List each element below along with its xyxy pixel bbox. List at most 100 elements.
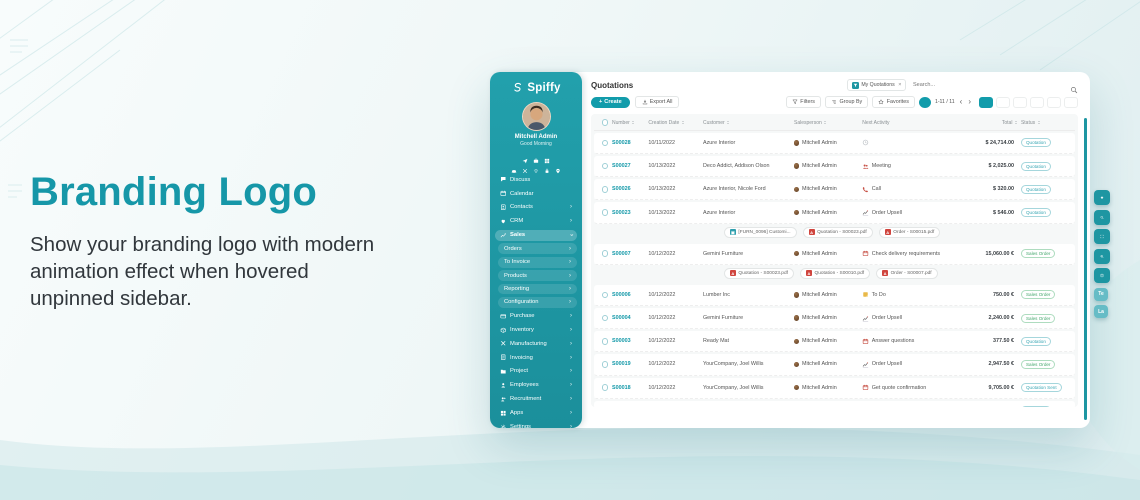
remove-filter-icon[interactable]: ×	[898, 82, 902, 88]
table-row[interactable]: S00007 10/12/2022 Gemini Furniture Mitchell…	[594, 243, 1075, 265]
attachment-chip[interactable]: ▣ [FURN_0096] Customi...	[723, 226, 797, 238]
side-tool-grid-button[interactable]	[1094, 268, 1110, 283]
table-row[interactable]: S00019 10/12/2022 YourCompany, Joel Willis…	[594, 354, 1075, 376]
cell-number[interactable]: S00004	[612, 315, 631, 322]
cell-next-activity[interactable]: Order Upsell	[862, 361, 958, 368]
side-tool-expand-button[interactable]	[1094, 229, 1110, 244]
cell-next-activity[interactable]: Meeting	[862, 163, 958, 170]
cell-number[interactable]: S00007	[612, 250, 631, 257]
vertical-scrollbar[interactable]	[1084, 118, 1087, 420]
briefcase-icon[interactable]	[533, 151, 539, 163]
vehicle-icon[interactable]	[511, 161, 517, 174]
cell-next-activity[interactable]: Call	[862, 186, 958, 193]
column-header-customer[interactable]: Customer	[703, 120, 794, 126]
row-checkbox[interactable]	[598, 314, 612, 322]
cell-number[interactable]: S00019	[612, 361, 631, 368]
next-page-button[interactable]: ›	[968, 97, 971, 107]
sidebar-item-discuss[interactable]: Discuss	[495, 174, 577, 185]
active-filter-chip[interactable]: My Quotations ×	[847, 79, 906, 91]
apps-icon[interactable]	[544, 151, 550, 164]
avatar[interactable]	[521, 102, 551, 131]
sidebar-item-orders[interactable]: Orders ›	[498, 243, 577, 255]
refresh-button[interactable]	[918, 96, 931, 108]
sidebar-item-apps[interactable]: Apps ›	[495, 407, 577, 418]
sidebar-item-crm[interactable]: CRM ›	[495, 216, 577, 227]
sidebar-item-employees[interactable]: Employees ›	[495, 380, 577, 391]
sidebar-item-sales[interactable]: Sales ›	[495, 229, 577, 241]
table-row[interactable]: S00004 10/12/2022 Gemini Furniture Mitchell…	[594, 308, 1075, 330]
sidebar-item-calendar[interactable]: Calendar	[495, 188, 577, 199]
attachment-chip[interactable]: A Order - S00015.pdf	[878, 226, 941, 238]
view-graph-button[interactable]	[1047, 96, 1061, 108]
sidebar-item-reporting[interactable]: Reporting ›	[498, 283, 577, 295]
column-header-number[interactable]: Number	[612, 120, 648, 126]
row-checkbox[interactable]	[598, 162, 612, 170]
row-checkbox[interactable]	[598, 384, 612, 391]
side-tool-zoom-in-button[interactable]	[1094, 248, 1110, 264]
sidebar-item-project[interactable]: Project ›	[495, 366, 577, 377]
cell-number[interactable]: S00027	[612, 163, 631, 170]
sidebar-item-contacts[interactable]: Contacts ›	[495, 202, 577, 213]
view-activity-button[interactable]	[1064, 96, 1078, 108]
cell-next-activity[interactable]: To Do	[862, 291, 958, 298]
create-button[interactable]: + Create	[591, 96, 630, 108]
view-list-button[interactable]	[979, 96, 993, 108]
column-header-next-activity[interactable]: Next Activity	[862, 120, 958, 126]
row-checkbox[interactable]	[598, 209, 612, 216]
attachment-chip[interactable]: A Quotation - S00023.pdf	[802, 226, 873, 238]
filters-button[interactable]: Filters	[785, 96, 821, 109]
attachment-chip[interactable]: A Quotation - S00023.pdf	[723, 267, 794, 279]
side-tool-search-button[interactable]	[1094, 209, 1110, 225]
cell-next-activity[interactable]	[862, 139, 958, 146]
cell-number[interactable]: S00006	[612, 291, 631, 298]
column-header-status[interactable]: Status	[1017, 120, 1071, 126]
search-icon[interactable]	[1070, 81, 1078, 94]
side-tool-te[interactable]: Te	[1094, 287, 1108, 301]
side-tool-star-button[interactable]	[1094, 190, 1110, 205]
view-pivot-button[interactable]	[1030, 96, 1044, 108]
attachment-chip[interactable]: A Quotation - S00010.pdf	[799, 267, 871, 279]
sidebar-item-products[interactable]: Products ›	[498, 270, 577, 281]
table-row[interactable]: S00026 10/13/2022 Azure Interior, Nicole F…	[594, 179, 1075, 201]
column-header-salesperson[interactable]: Salesperson	[794, 120, 862, 126]
column-header-total[interactable]: Total	[958, 120, 1017, 126]
table-row[interactable]: S00018 10/12/2022 YourCompany, Joel Willis…	[594, 377, 1075, 399]
tools-icon[interactable]	[522, 161, 528, 174]
sidebar-item-invoicing[interactable]: Invoicing ›	[495, 352, 577, 363]
select-all-checkbox[interactable]	[598, 119, 612, 126]
cell-next-activity[interactable]: Order Upsell	[862, 209, 958, 216]
table-row[interactable]: S00023 10/13/2022 Azure Interior Mitchell A…	[594, 202, 1075, 224]
sidebar-item-configuration[interactable]: Configuration ›	[498, 296, 577, 308]
sidebar-item-to-invoice[interactable]: To Invoice ›	[498, 256, 577, 268]
table-row[interactable]: S00028 10/11/2022 Azure Interior Mitchell A…	[594, 132, 1075, 155]
cell-number[interactable]: S00023	[612, 209, 631, 216]
row-checkbox[interactable]	[598, 361, 612, 368]
cell-number[interactable]: S00028	[612, 139, 631, 146]
sidebar-item-manufacturing[interactable]: Manufacturing ›	[495, 338, 577, 349]
group-by-button[interactable]: Group By	[824, 96, 869, 109]
view-calendar-button[interactable]	[1013, 96, 1027, 108]
cell-number[interactable]: S00026	[612, 186, 631, 193]
table-row[interactable]: S00006 10/12/2022 Lumber Inc Mitchell Admin…	[594, 284, 1075, 306]
search-input[interactable]	[911, 81, 1065, 89]
cell-next-activity[interactable]: Get quote confirmation	[862, 384, 958, 391]
table-row[interactable]: S00003 10/12/2022 Ready Mat Mitchell Admin A…	[594, 331, 1075, 353]
send-icon[interactable]	[522, 151, 528, 164]
favorites-button[interactable]: Favorites	[872, 96, 915, 109]
lock-icon[interactable]	[544, 161, 550, 173]
row-checkbox[interactable]	[598, 139, 612, 147]
row-checkbox[interactable]	[598, 250, 612, 257]
sidebar-item-recruitment[interactable]: Recruitment ›	[495, 394, 577, 405]
column-header-creation-date[interactable]: Creation Date	[648, 120, 703, 126]
sidebar-item-settings[interactable]: Settings ›	[495, 421, 577, 428]
sidebar-item-inventory[interactable]: Inventory ›	[495, 324, 577, 335]
view-kanban-button[interactable]	[996, 96, 1010, 108]
network-icon[interactable]	[533, 161, 539, 173]
sidebar-item-purchase[interactable]: Purchase ›	[495, 310, 577, 321]
brand[interactable]: Spiffy	[490, 81, 582, 94]
cell-number[interactable]: S00018	[612, 384, 631, 391]
attachment-chip[interactable]: A Order - S00007.pdf	[876, 267, 938, 279]
cell-next-activity[interactable]: Check delivery requirements	[862, 250, 958, 257]
cell-next-activity[interactable]: Order Upsell	[862, 315, 958, 322]
